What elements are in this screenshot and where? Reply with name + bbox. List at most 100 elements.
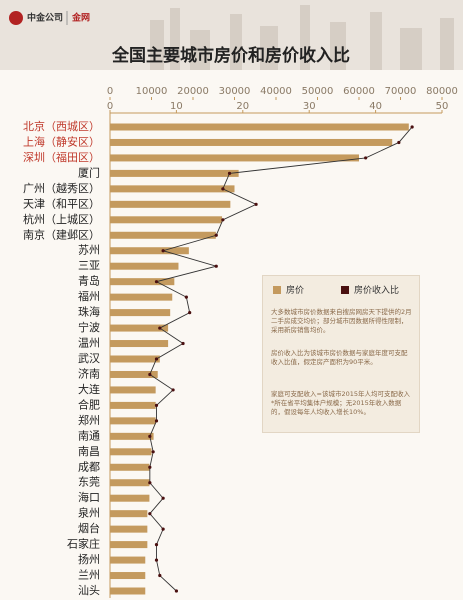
category-label: 武汉 (78, 352, 100, 365)
category-label: 南昌 (78, 445, 100, 458)
bar (110, 494, 150, 502)
bar (110, 541, 148, 549)
bar (110, 525, 148, 533)
category-label: 泉州 (78, 506, 100, 520)
bar (110, 278, 175, 286)
bar (110, 216, 223, 224)
ratio-point (154, 419, 159, 423)
ratio-point (148, 465, 152, 469)
site: 金网 (71, 12, 90, 24)
legend-label: 房价收入比 (354, 286, 400, 296)
ratio-point (227, 171, 232, 175)
ratio-point (161, 527, 165, 531)
bar (110, 448, 152, 456)
category-label: 合肥 (78, 397, 100, 411)
category-label: 宁波 (78, 320, 100, 334)
chart-title: 全国主要城市房价和房价收入比 (111, 45, 350, 66)
x-tick-label: 0 (107, 86, 113, 97)
ratio-point (158, 326, 162, 330)
ratio-point (221, 187, 225, 191)
bar (110, 262, 179, 270)
ratio-point (161, 249, 165, 253)
bar (110, 247, 189, 255)
bar (110, 293, 173, 301)
category-label: 扬州 (78, 552, 100, 566)
x-tick-label: 70000 (385, 86, 417, 97)
bar (110, 556, 146, 564)
ratio-point (148, 481, 152, 485)
legend-swatch (341, 286, 349, 294)
ratio-point (154, 403, 159, 407)
ratio-point (214, 264, 218, 268)
legend-swatch (273, 286, 281, 294)
ratio-point (154, 280, 159, 284)
category-label: 济南 (78, 366, 100, 380)
x-tick-label: 50000 (302, 86, 334, 97)
ratio-point (161, 496, 165, 500)
logo-icon (9, 11, 23, 25)
x2-tick-label: 0 (107, 101, 113, 112)
x2-tick-label: 20 (236, 101, 249, 112)
category-label: 南通 (78, 429, 100, 442)
ratio-point (410, 125, 414, 129)
ratio-point (221, 218, 225, 222)
legend-label: 房价 (286, 286, 305, 296)
category-label: 东莞 (78, 476, 100, 489)
note: 大多数城市房价数据来自搜房网房天下提供的2月二手房成交均价；部分城市因数据所得性… (271, 308, 412, 334)
category-label: 厦门 (78, 165, 100, 179)
ratio-point (184, 295, 188, 299)
ratio-point (148, 434, 152, 438)
bar (110, 154, 359, 162)
bar (110, 386, 156, 394)
bar (110, 401, 156, 409)
category-label: 珠海 (78, 305, 100, 319)
category-label: 海口 (78, 490, 100, 504)
category-label: 郑州 (78, 413, 100, 427)
x-tick-label: 20000 (177, 86, 209, 97)
ratio-point (154, 543, 159, 547)
category-label: 南京（建邺区） (23, 227, 100, 241)
category-label: 烟台 (78, 521, 100, 535)
category-label: 上海（静安区） (23, 134, 100, 148)
bar (110, 587, 146, 595)
ratio-point (397, 140, 401, 145)
brand: 中金公司 (27, 12, 63, 24)
ratio-point (188, 311, 192, 315)
x2-tick-label: 40 (369, 101, 382, 112)
ratio-point (214, 233, 218, 237)
category-label: 天津（和平区） (23, 197, 100, 210)
bar (110, 231, 216, 239)
ratio-point (154, 558, 159, 562)
category-label: 大连 (78, 382, 100, 396)
x-tick-label: 40000 (260, 86, 292, 97)
bar (110, 572, 146, 580)
legend: 房价 房价收入比大多数城市房价数据来自搜房网房天下提供的2月二手房成交均价；部分城… (262, 275, 420, 433)
ratio-point (158, 573, 162, 578)
bar (110, 370, 158, 378)
x-tick-label: 60000 (343, 86, 375, 97)
note: 房价收入比为该城市房价数据与家庭年度可支配收入比值，假定房产面积为90平米。 (271, 349, 408, 366)
x2-tick-label: 30 (303, 101, 316, 112)
ratio-point (181, 341, 185, 346)
ratio-point (151, 450, 155, 454)
x-tick-label: 30000 (219, 86, 251, 97)
category-label: 杭州（上城区） (23, 212, 100, 226)
bar (110, 479, 150, 487)
ratio-point (171, 388, 175, 392)
ratio-point (364, 156, 368, 160)
bar (110, 355, 160, 363)
bar (110, 200, 231, 208)
skyline (150, 5, 454, 70)
bar (110, 123, 409, 131)
category-label: 福州 (78, 289, 100, 303)
bar (110, 417, 156, 425)
ratio-point (254, 202, 258, 206)
x2-tick-label: 10 (170, 101, 183, 112)
x-tick-label: 80000 (426, 86, 458, 97)
note: 家庭可支配收入=该城市2015年人均可支配收入*所在省平均集体户规模；无2015… (271, 390, 410, 416)
x2-tick-label: 50 (436, 101, 449, 112)
category-label: 兰州 (78, 569, 100, 582)
